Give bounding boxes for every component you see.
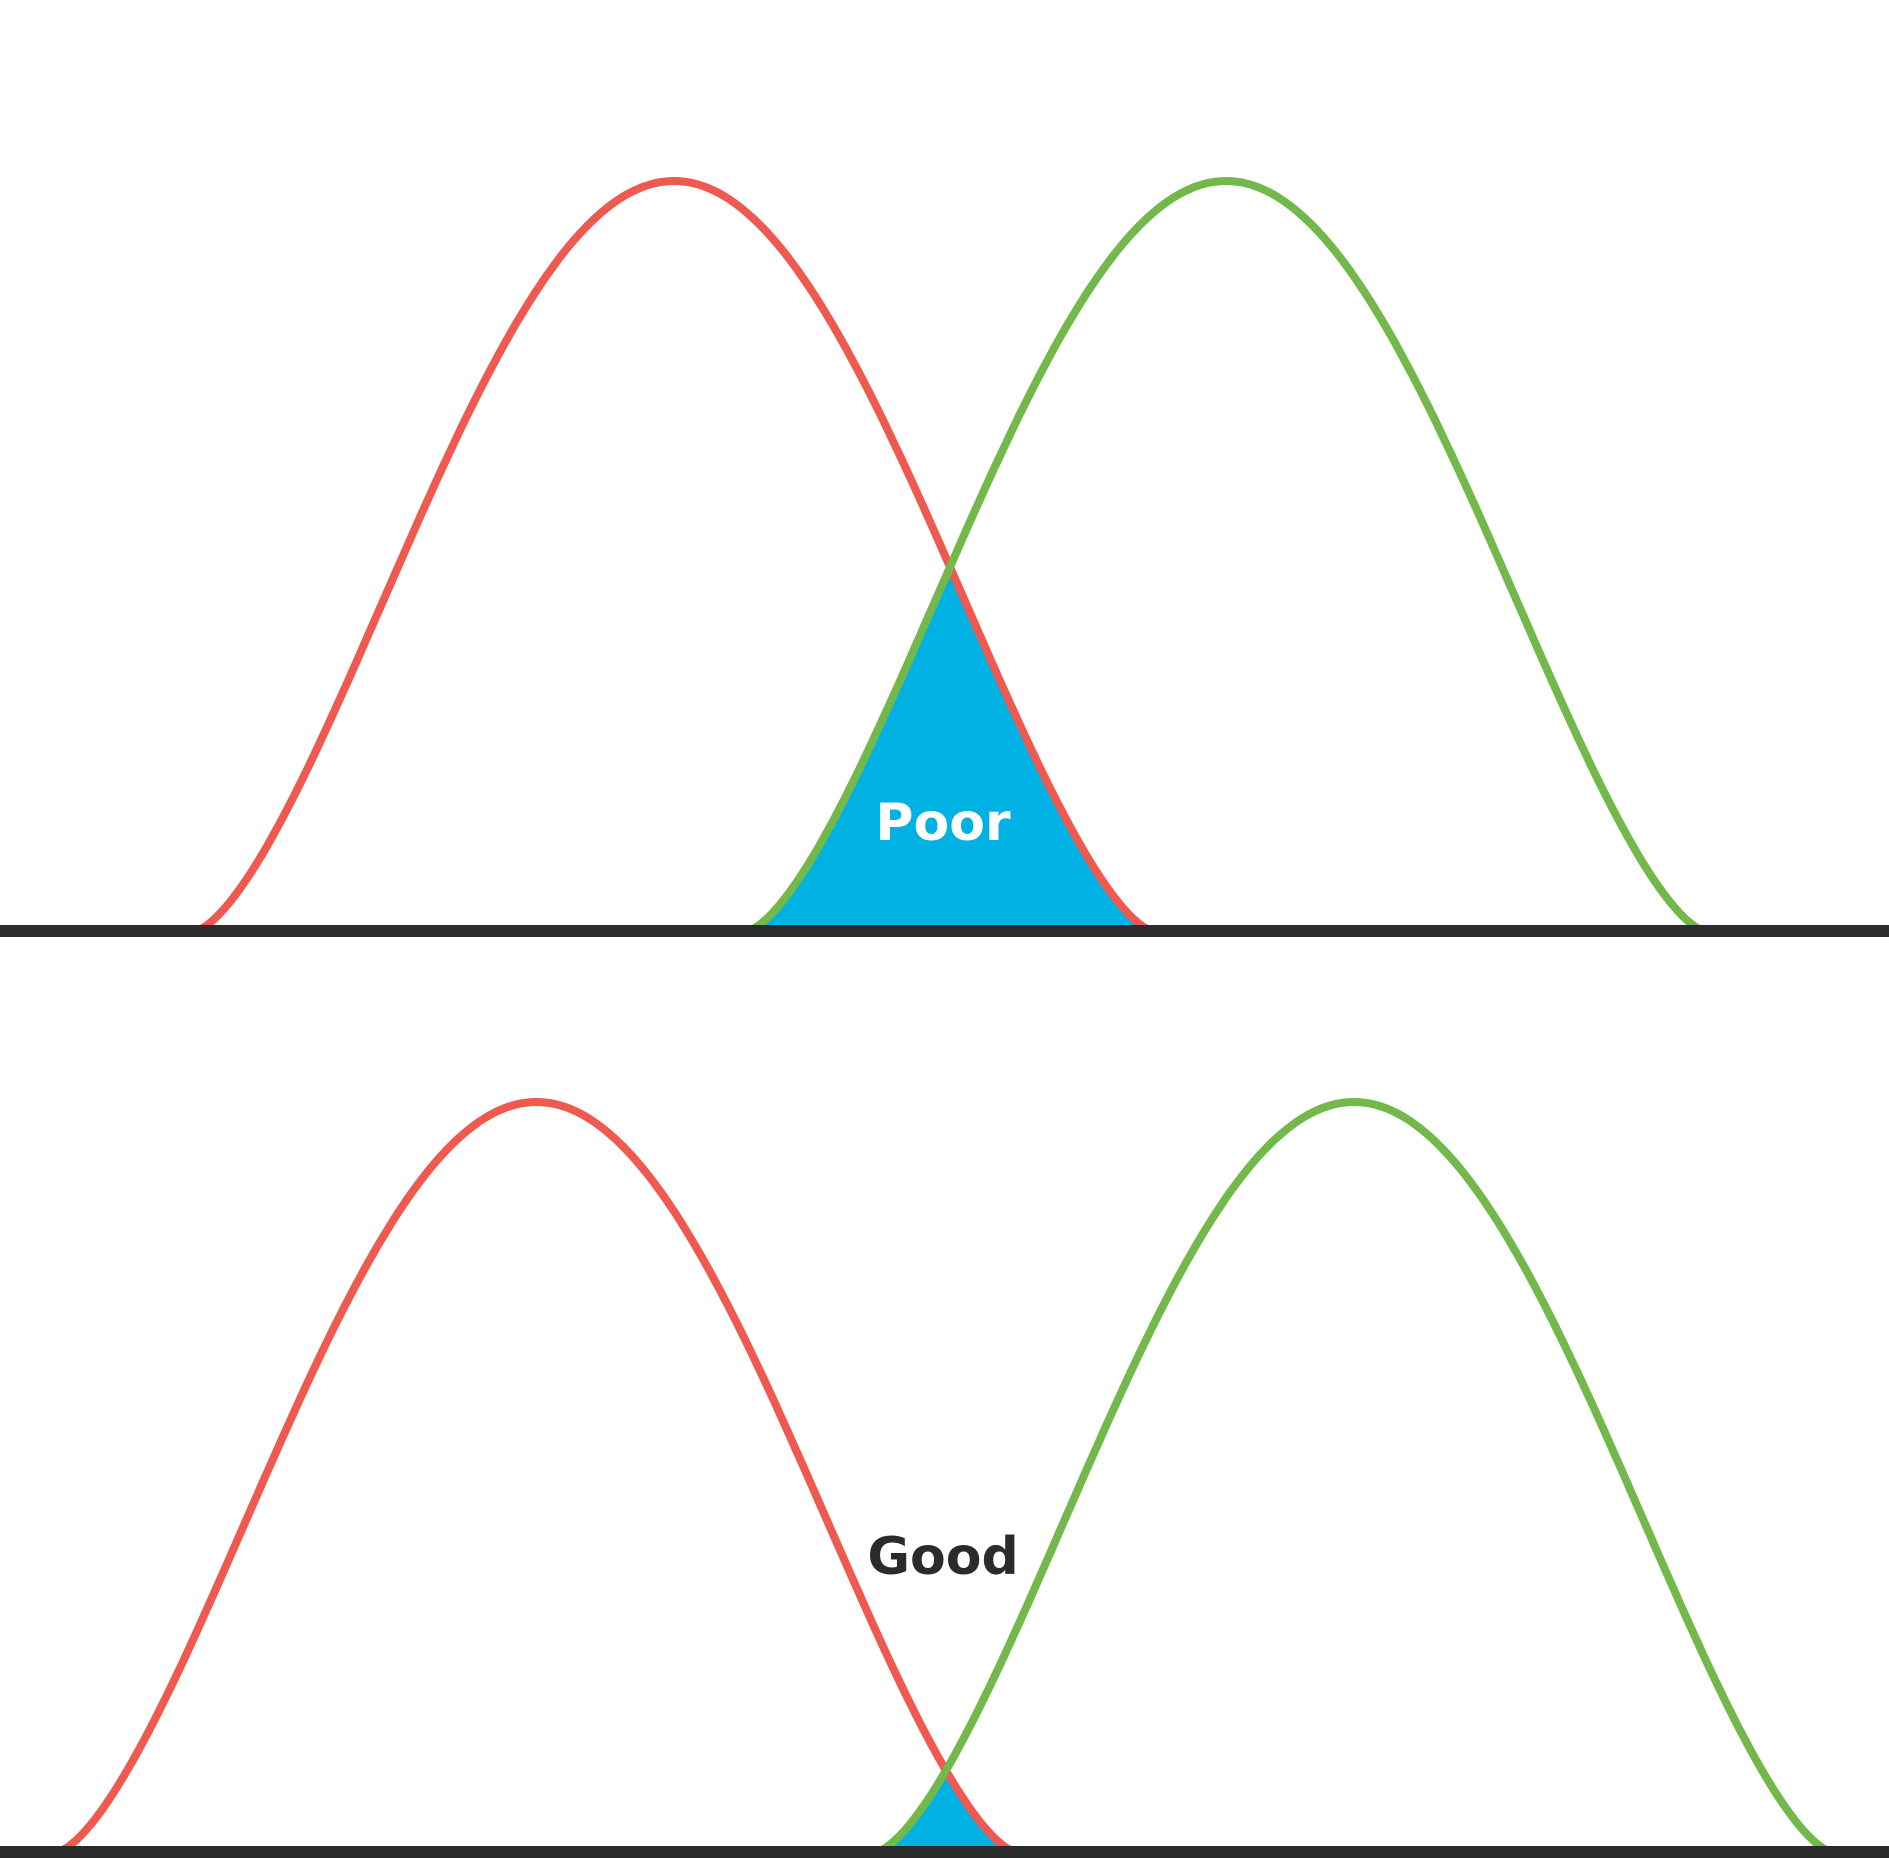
red-curve: [55, 1098, 1018, 1856]
poor-panel: Poor: [0, 177, 1889, 937]
overlap-area: [876, 1770, 1016, 1852]
green-curve: [745, 177, 1707, 935]
panel-label: Good: [867, 1527, 1018, 1587]
good-panel: Good: [0, 1098, 1889, 1858]
green-curve: [874, 1098, 1834, 1856]
overlap-area: [747, 567, 1153, 931]
red-curve: [193, 177, 1155, 935]
panel-label: Poor: [875, 793, 1011, 853]
